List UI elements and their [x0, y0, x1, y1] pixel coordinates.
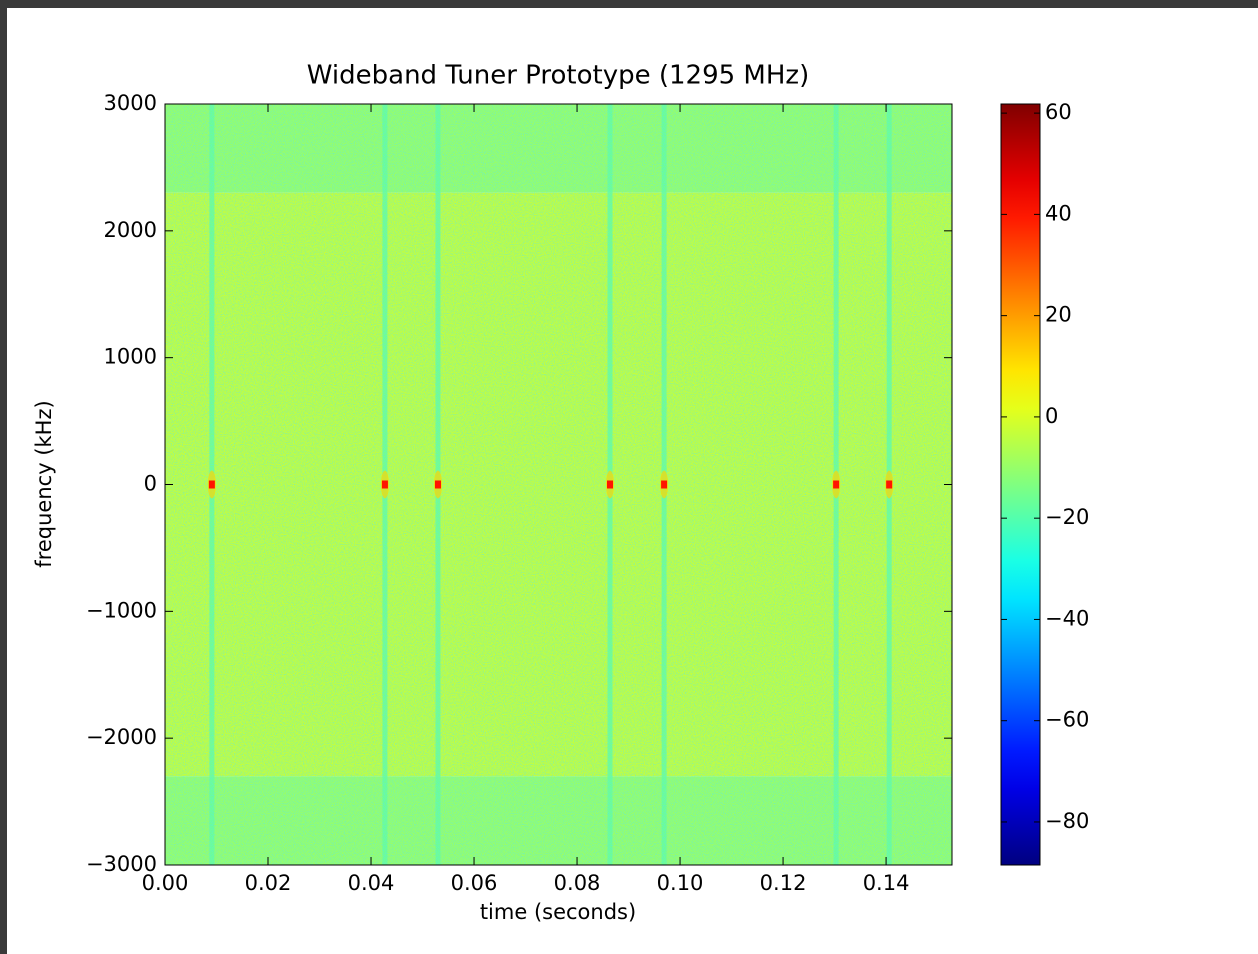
- colorbar-tick-label: −60: [1045, 708, 1089, 732]
- x-tick-label: 0.08: [554, 871, 601, 895]
- colorbar-tick-label: −80: [1045, 809, 1089, 833]
- window-edge: [0, 0, 1258, 8]
- x-tick-label: 0.04: [348, 871, 395, 895]
- colorbar-tick-label: −40: [1045, 606, 1089, 630]
- y-tick-label: −1000: [86, 598, 157, 622]
- y-axis-label: frequency (kHz): [32, 400, 56, 567]
- y-tick-label: −2000: [86, 725, 157, 749]
- x-tick-label: 0.00: [142, 871, 189, 895]
- plot-area: [165, 104, 952, 865]
- pulse: [886, 480, 893, 489]
- colorbar-tick-label: 20: [1045, 303, 1072, 327]
- pulse: [208, 480, 215, 489]
- pulse: [661, 480, 668, 489]
- noise-texture: [165, 104, 952, 865]
- x-tick-label: 0.10: [657, 871, 704, 895]
- x-tick-label: 0.06: [451, 871, 498, 895]
- pulse: [381, 480, 388, 489]
- window-edge: [0, 0, 7, 954]
- chart-title: Wideband Tuner Prototype (1295 MHz): [307, 61, 809, 91]
- y-tick-label: 0: [144, 472, 157, 496]
- y-tick-label: 1000: [104, 345, 157, 369]
- y-tick-label: 3000: [104, 91, 157, 115]
- pulse: [434, 480, 441, 489]
- x-tick-label: 0.12: [760, 871, 807, 895]
- colorbar-tick-label: 40: [1045, 201, 1072, 225]
- y-tick-label: 2000: [104, 218, 157, 242]
- colorbar-tick-label: 60: [1045, 100, 1072, 124]
- pulse: [607, 480, 614, 489]
- colorbar-tick-label: 0: [1045, 404, 1058, 428]
- x-tick-label: 0.02: [245, 871, 292, 895]
- x-axis-label: time (seconds): [480, 900, 636, 924]
- x-tick-label: 0.14: [863, 871, 910, 895]
- y-tick-label: −3000: [86, 852, 157, 876]
- pulse: [833, 480, 840, 489]
- colorbar-tick-label: −20: [1045, 505, 1089, 529]
- colorbar: [1000, 103, 1041, 866]
